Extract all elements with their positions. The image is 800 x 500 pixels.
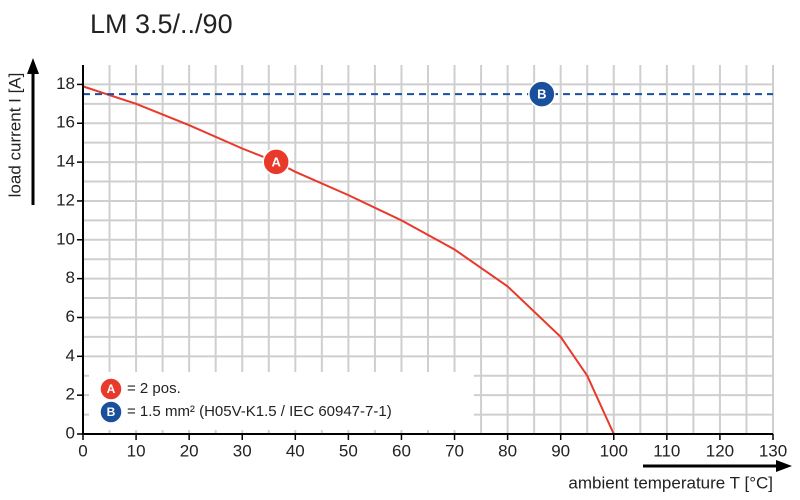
y-axis-label: load current I [A] — [5, 73, 24, 198]
y-tick-label: 4 — [66, 346, 75, 365]
legend-box — [89, 372, 474, 430]
x-tick-label: 130 — [759, 441, 787, 460]
y-tick-label: 2 — [66, 385, 75, 404]
legend-label: = 1.5 mm² (H05V-K1.5 / IEC 60947-7-1) — [127, 403, 392, 420]
x-arrow-head — [776, 460, 792, 472]
series-badge — [262, 148, 290, 176]
x-tick-label: 60 — [392, 441, 411, 460]
x-tick-label: 40 — [286, 441, 305, 460]
x-tick-label: 50 — [339, 441, 358, 460]
y-tick-label: 6 — [66, 307, 75, 326]
series-line — [82, 85, 615, 435]
y-tick-label: 12 — [56, 190, 75, 209]
x-tick-label: 120 — [706, 441, 734, 460]
series-badge — [99, 377, 123, 401]
y-tick-label: 0 — [66, 423, 75, 442]
series-badge — [99, 400, 123, 424]
y-arrow-head — [27, 58, 39, 74]
legend-label: = 2 pos. — [127, 380, 181, 397]
y-tick-label: 8 — [66, 268, 75, 287]
x-tick-label: 90 — [551, 441, 570, 460]
y-tick-label: 18 — [56, 74, 75, 93]
x-tick-label: 20 — [180, 441, 199, 460]
y-tick-label: 10 — [56, 229, 75, 248]
y-tick-label: 16 — [56, 113, 75, 132]
chart-title: LM 3.5/../90 — [90, 9, 233, 39]
y-tick-label: 14 — [56, 152, 75, 171]
legend-badge-label: B — [107, 405, 116, 419]
x-tick-label: 110 — [653, 441, 680, 460]
series-badge — [528, 80, 556, 108]
badge-label: A — [272, 154, 282, 169]
x-tick-label: 10 — [127, 441, 146, 460]
x-tick-label: 30 — [233, 441, 252, 460]
plot: AB — [82, 80, 773, 435]
badge-label: B — [537, 87, 546, 102]
x-tick-label: 70 — [445, 441, 464, 460]
legend-badge-label: A — [107, 382, 116, 396]
x-tick-label: 80 — [498, 441, 517, 460]
x-tick-label: 100 — [600, 441, 628, 460]
x-tick-label: 0 — [78, 441, 87, 460]
x-axis-label: ambient temperature T [°C] — [568, 473, 773, 492]
legend: A = 2 pos. B = 1.5 mm² (H05V-K1.5 / IEC 609… — [89, 372, 474, 430]
